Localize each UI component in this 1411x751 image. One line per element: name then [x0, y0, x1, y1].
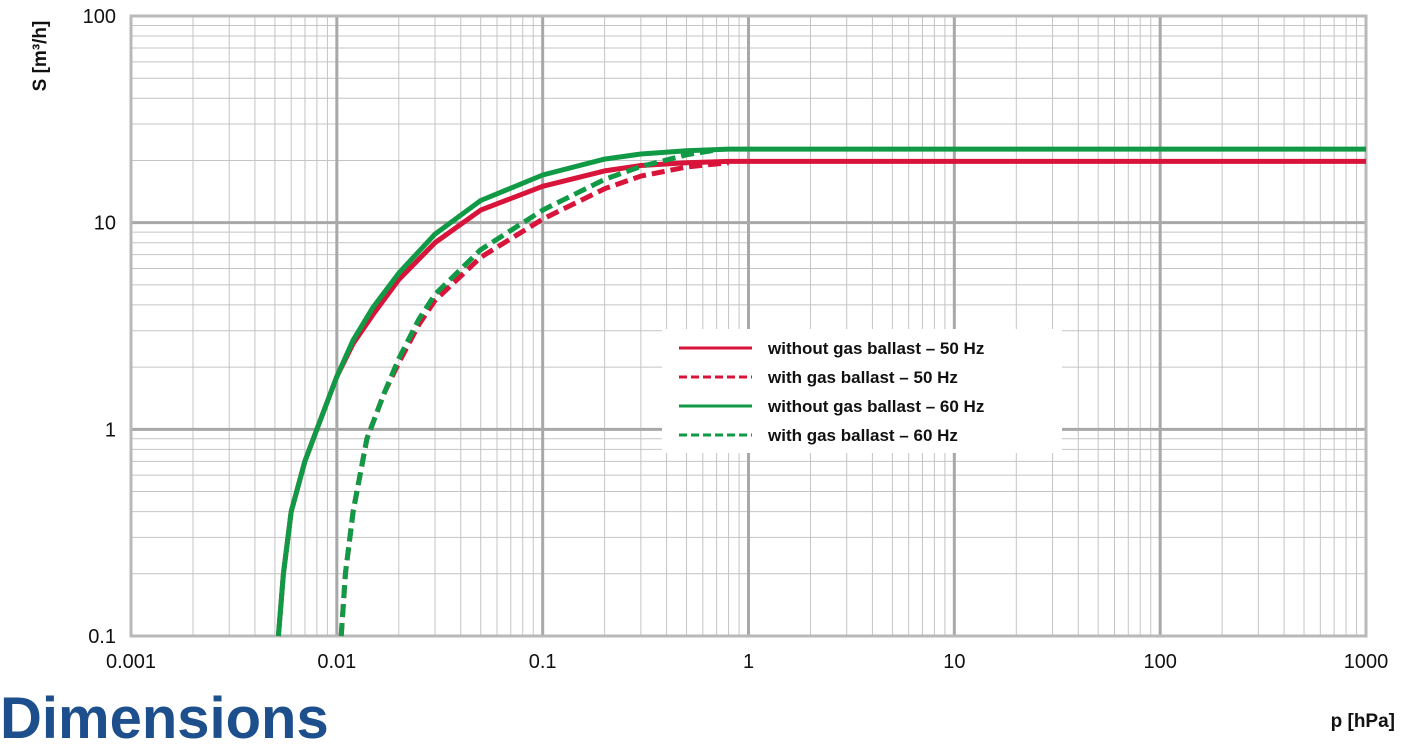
x-tick-label: 1000	[1344, 651, 1389, 673]
x-tick-labels: 0.001 0.01 0.1 1 10 100 1000	[106, 651, 1388, 673]
legend-label-1: without gas ballast – 50 Hz	[767, 339, 984, 358]
y-tick-label: 10	[94, 213, 116, 235]
legend: without gas ballast – 50 Hz with gas ball…	[662, 329, 1062, 453]
legend-box	[662, 329, 1062, 453]
legend-label-2: with gas ballast – 50 Hz	[767, 368, 958, 387]
y-tick-label: 0.1	[88, 626, 116, 648]
legend-label-4: with gas ballast – 60 Hz	[767, 426, 958, 445]
x-tick-label: 100	[1143, 651, 1176, 673]
partial-heading-text: Dimensions	[0, 686, 329, 751]
y-tick-label: 100	[83, 6, 116, 28]
pumping-speed-chart: 0.001 0.01 0.1 1 10 100 1000 0.1 1 10 100 without…	[30, 6, 1395, 732]
x-axis-label: p [hPa]	[1331, 711, 1395, 732]
y-axis-label: S [m³/h]	[30, 21, 51, 92]
x-tick-label: 0.01	[317, 651, 356, 673]
x-tick-label: 0.001	[106, 651, 156, 673]
plot-frame	[129, 14, 1368, 638]
x-tick-label: 10	[943, 651, 965, 673]
series-line-3	[275, 146, 1366, 637]
legend-label-3: without gas ballast – 60 Hz	[767, 397, 984, 416]
x-tick-label: 0.1	[529, 651, 557, 673]
y-tick-labels: 0.1 1 10 100	[83, 6, 116, 648]
series-line-4	[338, 147, 718, 637]
x-tick-label: 1	[743, 651, 754, 673]
y-tick-label: 1	[105, 419, 116, 441]
series-layer	[275, 146, 1366, 637]
